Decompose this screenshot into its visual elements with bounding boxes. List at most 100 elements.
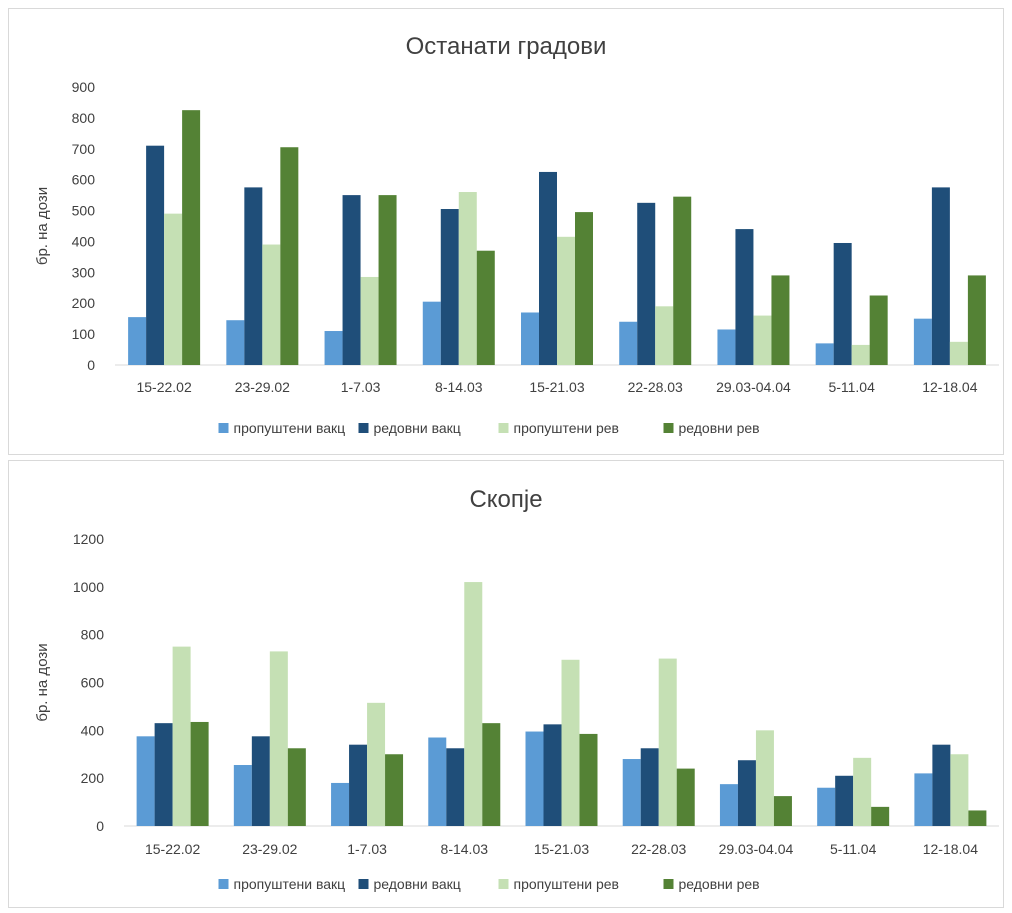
y-tick-label: 600 (72, 172, 96, 188)
x-tick-label: 8-14.03 (435, 379, 483, 395)
bar-3-6 (773, 796, 792, 826)
x-tick-label: 5-11.04 (830, 841, 877, 857)
y-axis-label: бр. на дози (34, 643, 51, 721)
bar-2-2 (367, 702, 386, 826)
bar-1-0 (146, 145, 165, 365)
bar-1-3 (446, 748, 465, 826)
bar-1-8 (932, 744, 951, 826)
bar-1-6 (737, 760, 756, 826)
y-tick-label: 800 (72, 110, 96, 126)
bar-2-7 (851, 344, 870, 365)
bar-1-5 (637, 202, 656, 365)
legend-label: пропуштени рев (514, 420, 619, 436)
y-tick-label: 0 (87, 357, 95, 373)
bar-0-1 (233, 765, 252, 826)
bar-3-6 (771, 275, 790, 365)
bar-2-8 (950, 754, 969, 826)
bar-0-7 (817, 787, 836, 826)
y-tick-label: 600 (81, 675, 105, 691)
x-tick-label: 22-28.03 (628, 379, 683, 395)
bar-0-1 (226, 320, 245, 365)
bar-1-2 (342, 195, 361, 365)
bar-0-6 (719, 784, 738, 826)
x-tick-label: 8-14.03 (441, 841, 489, 857)
bar-3-7 (869, 295, 888, 365)
bar-2-4 (561, 659, 580, 826)
bar-1-2 (349, 744, 368, 826)
bar-0-3 (422, 301, 441, 365)
bar-3-2 (378, 195, 397, 365)
x-tick-label: 23-29.02 (242, 841, 297, 857)
bar-3-7 (871, 806, 890, 826)
x-tick-label: 23-29.02 (235, 379, 290, 395)
legend-swatch (218, 879, 229, 889)
legend-swatch (498, 423, 509, 433)
legend-label: редовни вакц (374, 420, 461, 436)
bar-0-4 (525, 731, 544, 826)
bar-chart-skopje: Скопје бр. на дози 0 200 400 600 800 1000 1200 15… (34, 486, 999, 892)
legend-swatch (498, 879, 509, 889)
bar-3-2 (385, 754, 404, 826)
y-tick-label: 0 (96, 818, 104, 834)
bar-2-1 (262, 244, 281, 365)
legend-label: пропуштени вакц (234, 420, 346, 436)
bar-2-6 (755, 730, 774, 826)
legend-swatch (358, 879, 369, 889)
x-tick-label: 12-18.04 (922, 379, 977, 395)
bar-0-8 (914, 773, 933, 826)
y-tick-label: 900 (72, 79, 96, 95)
bar-2-6 (753, 315, 772, 365)
bar-3-8 (967, 275, 986, 365)
y-tick-label: 500 (72, 203, 96, 219)
bar-3-0 (190, 721, 209, 826)
bar-0-5 (622, 759, 641, 826)
bar-3-0 (182, 110, 201, 366)
bar-3-3 (482, 723, 501, 826)
bar-0-6 (717, 329, 736, 365)
bar-2-2 (360, 276, 379, 365)
bar-3-8 (968, 810, 987, 826)
bar-1-6 (735, 229, 754, 365)
bar-2-0 (172, 646, 191, 826)
x-tick-label: 5-11.04 (828, 379, 875, 395)
x-tick-label: 15-22.02 (145, 841, 200, 857)
legend-swatch (218, 423, 229, 433)
bar-0-2 (324, 331, 343, 365)
bar-0-7 (815, 343, 834, 365)
bar-1-3 (440, 209, 459, 365)
bar-1-8 (931, 187, 950, 365)
bar-1-0 (154, 723, 173, 826)
bar-2-3 (458, 192, 477, 365)
y-tick-label: 200 (72, 295, 96, 311)
bar-3-4 (579, 733, 598, 826)
bar-2-0 (164, 213, 183, 365)
legend-label: редовни рев (679, 876, 760, 892)
bar-1-7 (833, 242, 852, 365)
x-tick-label: 1-7.03 (341, 379, 381, 395)
bar-2-3 (464, 582, 483, 826)
y-tick-label: 800 (81, 627, 105, 643)
x-tick-label: 15-21.03 (529, 379, 584, 395)
legend-swatch (663, 423, 674, 433)
bar-2-1 (269, 651, 288, 826)
bar-1-4 (543, 724, 562, 826)
y-tick-label: 400 (72, 233, 96, 249)
bar-1-1 (251, 736, 270, 826)
legend-label: редовни вакц (374, 876, 461, 892)
bar-1-7 (835, 775, 854, 826)
bar-3-3 (476, 250, 495, 365)
bar-2-8 (949, 341, 968, 365)
x-tick-label: 15-21.03 (534, 841, 589, 857)
legend-label: редовни рев (679, 420, 760, 436)
bar-0-0 (128, 317, 147, 365)
bar-3-5 (673, 196, 692, 365)
bar-0-5 (619, 321, 638, 365)
bar-0-4 (521, 312, 539, 365)
chart-panel-skopje: Скопје бр. на дози 0 200 400 600 800 1000 1200 15… (8, 460, 1004, 908)
x-tick-label: 1-7.03 (347, 841, 387, 857)
y-tick-label: 1200 (73, 531, 104, 547)
bar-3-1 (287, 748, 306, 826)
chart-panel-other-cities: Останати градови бр. на дози 0 100 200 300 400… (8, 8, 1004, 455)
y-tick-label: 1000 (73, 579, 104, 595)
x-tick-label: 15-22.02 (136, 379, 191, 395)
